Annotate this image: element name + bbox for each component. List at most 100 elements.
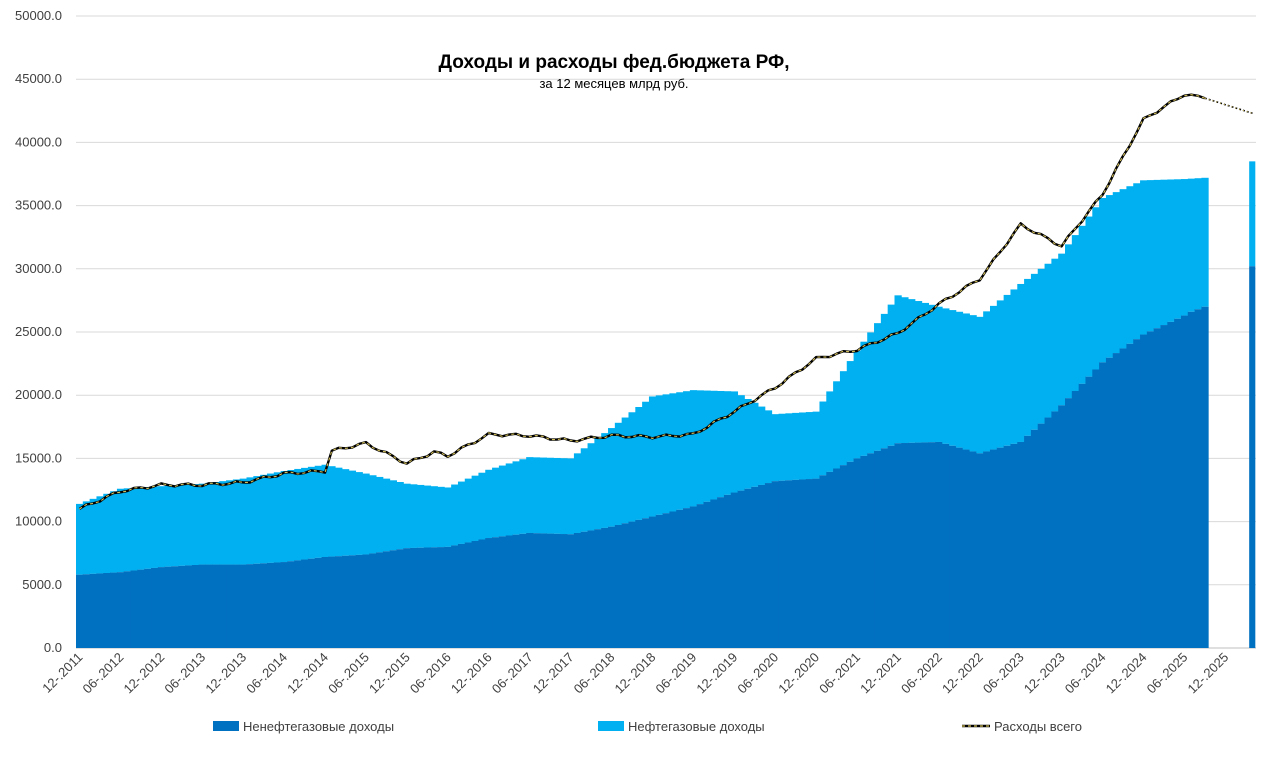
- bar-non-oil: [294, 560, 302, 648]
- bar-oil: [89, 498, 97, 574]
- x-tick-label: 12-.2011: [39, 650, 85, 696]
- bar-oil: [662, 394, 670, 514]
- bar-non-oil: [567, 534, 575, 648]
- x-tick-label: 12-.2024: [1103, 650, 1150, 697]
- bar-oil: [389, 480, 397, 551]
- bar-non-oil: [355, 554, 363, 648]
- bar-non-oil: [710, 499, 718, 648]
- bar-non-oil: [1194, 309, 1202, 648]
- bar-oil: [567, 458, 575, 535]
- bar-oil: [560, 458, 568, 535]
- bar-non-oil: [683, 508, 691, 648]
- bar-oil: [1167, 179, 1175, 322]
- bar-oil: [96, 496, 104, 574]
- bar-oil: [219, 481, 227, 565]
- chart-title: Доходы и расходы фед.бюджета РФ,: [438, 52, 789, 73]
- bar-oil: [519, 459, 527, 534]
- bar-oil: [1024, 278, 1032, 436]
- x-tick-label: 06-.2016: [407, 650, 454, 697]
- bar-oil: [648, 396, 657, 517]
- bar-non-oil: [730, 492, 739, 648]
- bar-oil: [546, 457, 554, 534]
- bar-oil: [362, 473, 370, 555]
- bar-non-oil: [157, 567, 166, 648]
- expenses-line-forecast-overlay: [1204, 97, 1253, 114]
- bar-non-oil: [887, 445, 895, 648]
- bar-non-oil: [239, 564, 247, 648]
- bar-oil: [573, 453, 582, 533]
- bar-non-oil: [116, 572, 125, 648]
- bar-non-oil: [253, 563, 261, 648]
- bar-non-oil: [123, 571, 131, 648]
- x-tick-label: 06-.2015: [325, 650, 372, 697]
- bar-oil: [403, 483, 411, 549]
- bar-oil: [655, 395, 663, 515]
- bar-non-oil: [89, 573, 97, 648]
- bar-non-oil: [342, 555, 350, 648]
- bar-non-oil: [1065, 398, 1073, 648]
- bar-non-oil: [348, 555, 357, 648]
- y-axis-ticks: 0.0 5000.0 10000.0 15000.0 20000.0 25000.0 300…: [15, 8, 62, 655]
- bar-oil: [710, 390, 718, 500]
- bar-oil: [1037, 268, 1045, 424]
- bar-oil: [853, 350, 861, 459]
- bar-non-oil: [908, 442, 916, 648]
- bar-oil: [723, 391, 732, 495]
- bar-non-oil: [689, 506, 698, 648]
- bar-oil: [1092, 207, 1100, 370]
- bar-non-oil: [382, 551, 391, 648]
- bar-non-oil: [635, 519, 643, 648]
- chart-subtitle: за 12 месяцев млрд руб.: [539, 76, 688, 91]
- bar-non-oil: [103, 573, 111, 648]
- bar-non-oil: [1201, 306, 1209, 648]
- x-tick-label: 12-.2022: [939, 650, 986, 697]
- bar-oil: [614, 422, 623, 525]
- bar-non-oil: [1133, 339, 1141, 648]
- x-tick-label: 12-.2023: [1021, 650, 1068, 697]
- y-tick-label: 35000.0: [15, 198, 62, 213]
- bar-oil: [444, 487, 452, 547]
- bar-non-oil: [1030, 429, 1039, 648]
- bar-non-oil: [860, 455, 868, 648]
- bar-non-oil: [130, 570, 138, 648]
- bar-non-oil: [226, 564, 234, 648]
- bar-oil: [621, 417, 629, 524]
- bar-non-oil: [185, 565, 193, 648]
- bar-oil: [826, 391, 834, 472]
- bar-non-oil: [1180, 315, 1189, 648]
- bar-oil: [1187, 178, 1196, 312]
- bar-non-oil: [1126, 343, 1134, 648]
- bar-oil: [171, 485, 179, 567]
- y-tick-label: 50000.0: [15, 8, 62, 23]
- bar-non-oil: [171, 566, 179, 648]
- bar-non-oil: [417, 547, 425, 648]
- bar-oil: [601, 433, 609, 528]
- bar-non-oil: [676, 509, 684, 648]
- bar-oil: [376, 476, 384, 553]
- bar-non-oil: [1099, 362, 1107, 648]
- y-tick-label: 30000.0: [15, 261, 62, 276]
- legend-item-non-oil: Ненефтегазовые доходы: [213, 719, 394, 734]
- bar-non-oil: [983, 451, 991, 648]
- bar-oil: [1085, 216, 1093, 377]
- bar-non-oil: [867, 453, 875, 648]
- bar-non-oil: [1160, 325, 1168, 648]
- bar-oil: [76, 503, 84, 575]
- bar-oil: [812, 411, 820, 479]
- bar-oil: [689, 390, 698, 507]
- bar-non-oil: [785, 480, 793, 648]
- bar-non-oil: [1119, 348, 1127, 648]
- bar-oil: [642, 401, 650, 519]
- bar-oil: [1133, 183, 1141, 340]
- bar-oil: [928, 304, 936, 443]
- bar-oil: [328, 466, 336, 557]
- bar-non-oil: [389, 550, 397, 648]
- bar-oil: [526, 457, 534, 533]
- x-tick-label: 06-.2020: [734, 650, 781, 697]
- bar-non-oil: [485, 538, 493, 648]
- bar-non-oil: [307, 558, 316, 648]
- bar-oil: [532, 457, 541, 534]
- x-tick-label: 06-.2023: [980, 650, 1027, 697]
- bar-oil: [1140, 180, 1148, 335]
- bar-oil: [785, 413, 793, 481]
